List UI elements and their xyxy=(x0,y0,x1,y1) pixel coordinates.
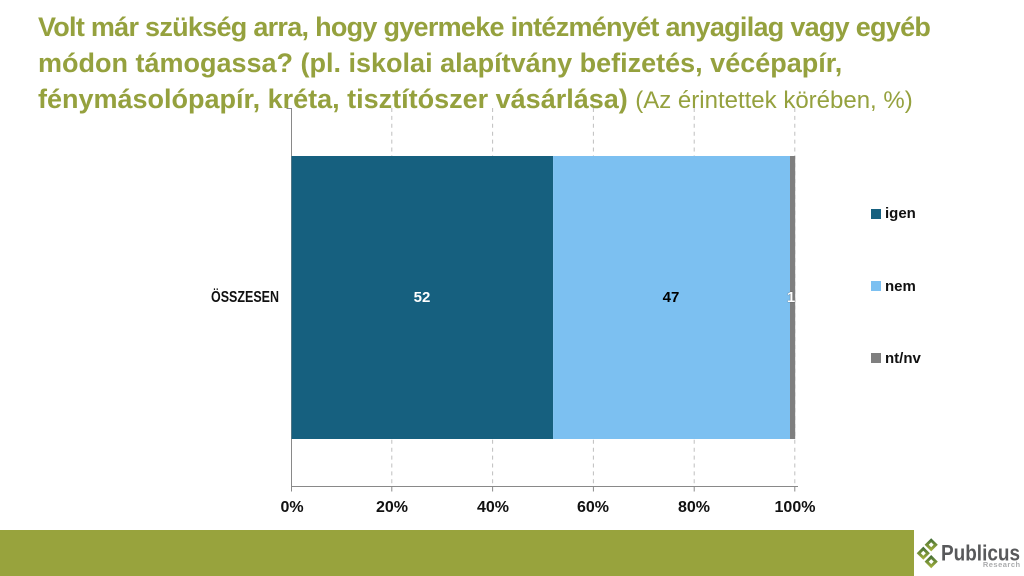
svg-text:Publicus: Publicus xyxy=(941,541,1020,566)
svg-text:Research: Research xyxy=(983,560,1021,569)
